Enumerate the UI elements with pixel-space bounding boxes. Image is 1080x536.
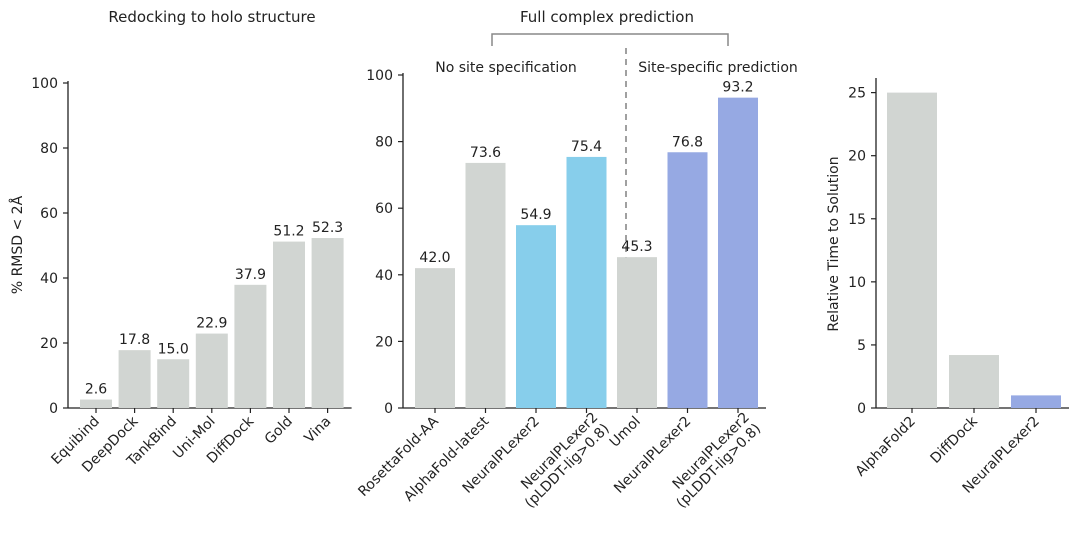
bar-value-label: 76.8	[672, 134, 703, 150]
panel-full-complex: 02040608010042.0RosettaFold-AA73.6AlphaF…	[355, 60, 797, 511]
bar	[80, 399, 112, 408]
panel-redocking: 0204060801002.6Equibind17.8DeepDock15.0T…	[9, 8, 352, 476]
y-tick-label: 40	[40, 271, 58, 287]
bar-value-label: 75.4	[571, 139, 602, 155]
bar	[195, 333, 228, 408]
bar	[667, 152, 708, 408]
y-tick-label: 100	[366, 68, 393, 84]
x-tick-label: AlphaFold2	[853, 414, 919, 480]
y-tick-label: 40	[375, 268, 393, 284]
y-tick-label: 20	[40, 336, 58, 352]
bar	[415, 268, 455, 408]
y-tick-label: 20	[375, 334, 393, 350]
bar	[311, 238, 344, 408]
y-axis-label: % RMSD < 2Å	[9, 195, 26, 294]
y-tick-label: 60	[40, 206, 58, 222]
group-title: Full complex prediction	[520, 8, 694, 26]
x-tick-label: AlphaFold-latest	[401, 413, 493, 505]
bar	[273, 241, 305, 408]
y-tick-label: 10	[848, 275, 866, 291]
bar	[118, 350, 151, 408]
section-label: No site specification	[435, 60, 577, 76]
bar-value-label: 42.0	[419, 250, 450, 266]
y-tick-label: 5	[857, 338, 866, 354]
bar	[949, 355, 999, 408]
bar	[566, 156, 607, 408]
y-tick-label: 0	[49, 401, 58, 417]
chart-title: Redocking to holo structure	[108, 8, 315, 26]
bar-value-label: 2.6	[85, 382, 107, 398]
bar	[617, 257, 657, 408]
bar-value-label: 15.0	[158, 341, 189, 357]
bar-value-label: 52.3	[312, 220, 343, 236]
y-tick-label: 80	[375, 135, 393, 151]
y-tick-label: 25	[848, 86, 866, 102]
section-label: Site-specific prediction	[638, 60, 798, 76]
bar-value-label: 37.9	[235, 267, 266, 283]
bar-value-label: 45.3	[621, 239, 652, 255]
bar	[234, 284, 267, 408]
y-tick-label: 0	[857, 401, 866, 417]
y-tick-label: 15	[848, 212, 866, 228]
bar	[516, 225, 556, 408]
bar-value-label: 51.2	[273, 224, 304, 240]
bar-value-label: 93.2	[722, 80, 753, 96]
y-tick-label: 100	[31, 76, 58, 92]
bar-value-label: 73.6	[470, 145, 501, 161]
bar-value-label: 22.9	[196, 316, 227, 332]
bar	[718, 97, 758, 409]
bar-value-label: 54.9	[520, 207, 551, 223]
bar	[157, 359, 190, 408]
x-tick-label: DiffDock	[927, 413, 981, 467]
bar	[887, 92, 937, 408]
y-axis-label: Relative Time to Solution	[826, 156, 842, 331]
bar	[465, 162, 506, 408]
bar	[1011, 395, 1061, 408]
bar-value-label: 17.8	[119, 332, 150, 348]
x-tick-label: Gold	[262, 414, 296, 448]
y-tick-label: 20	[848, 149, 866, 165]
group-bracket	[491, 33, 729, 46]
y-tick-label: 60	[375, 201, 393, 217]
y-tick-label: 80	[40, 141, 58, 157]
x-tick-label: Vina	[301, 414, 334, 447]
y-tick-label: 0	[384, 401, 393, 417]
